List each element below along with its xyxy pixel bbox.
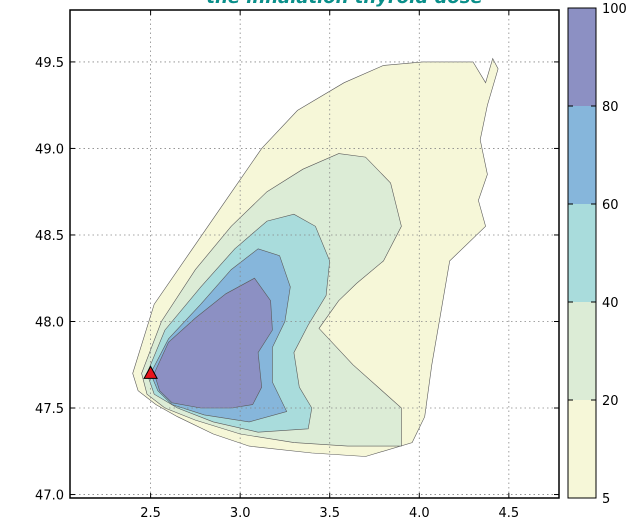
x-tick-label: 3.5 (319, 506, 340, 521)
colorbar-segment (568, 8, 596, 106)
x-tick-label: 4.0 (409, 506, 430, 521)
y-tick-label: 49.5 (35, 56, 64, 71)
colorbar-label: 60 (602, 198, 619, 213)
y-tick-label: 48.0 (35, 315, 64, 330)
colorbar-label: 80 (602, 100, 619, 115)
x-tick-label: 3.0 (230, 506, 251, 521)
marker-layer (143, 365, 158, 379)
y-tick-label: 47.5 (35, 402, 64, 417)
x-tick-label: 2.5 (140, 506, 161, 521)
source-marker (143, 365, 158, 379)
contour-region-80 (153, 277, 273, 409)
y-tick-label: 49.0 (35, 142, 64, 157)
colorbar-label: 5 (602, 492, 610, 507)
x-tick-label: 4.5 (499, 506, 520, 521)
colorbar-label: 20 (602, 394, 619, 409)
plot-frame (69, 9, 560, 499)
colorbar-label: 40 (602, 296, 619, 311)
y-tick-label: 48.5 (35, 229, 64, 244)
colorbar: 5 20 40 60 80 100 (567, 2, 627, 507)
axis-ticks: 2.5 3.0 3.5 4.0 4.5 47.0 47.5 48.0 48.5 49.0 49.5 (35, 10, 559, 521)
colorbar-segment (568, 106, 596, 204)
colorbar-segment (568, 302, 596, 400)
colorbar-frame (567, 7, 597, 499)
colorbar-segment (568, 204, 596, 302)
colorbar-label: 100 (602, 2, 627, 17)
grid-lines (70, 10, 559, 498)
chart-title: the inhalation thyroid dose (206, 0, 482, 8)
colorbar-segment (568, 400, 596, 498)
contour-layer (132, 57, 499, 457)
y-tick-label: 47.0 (35, 489, 64, 504)
